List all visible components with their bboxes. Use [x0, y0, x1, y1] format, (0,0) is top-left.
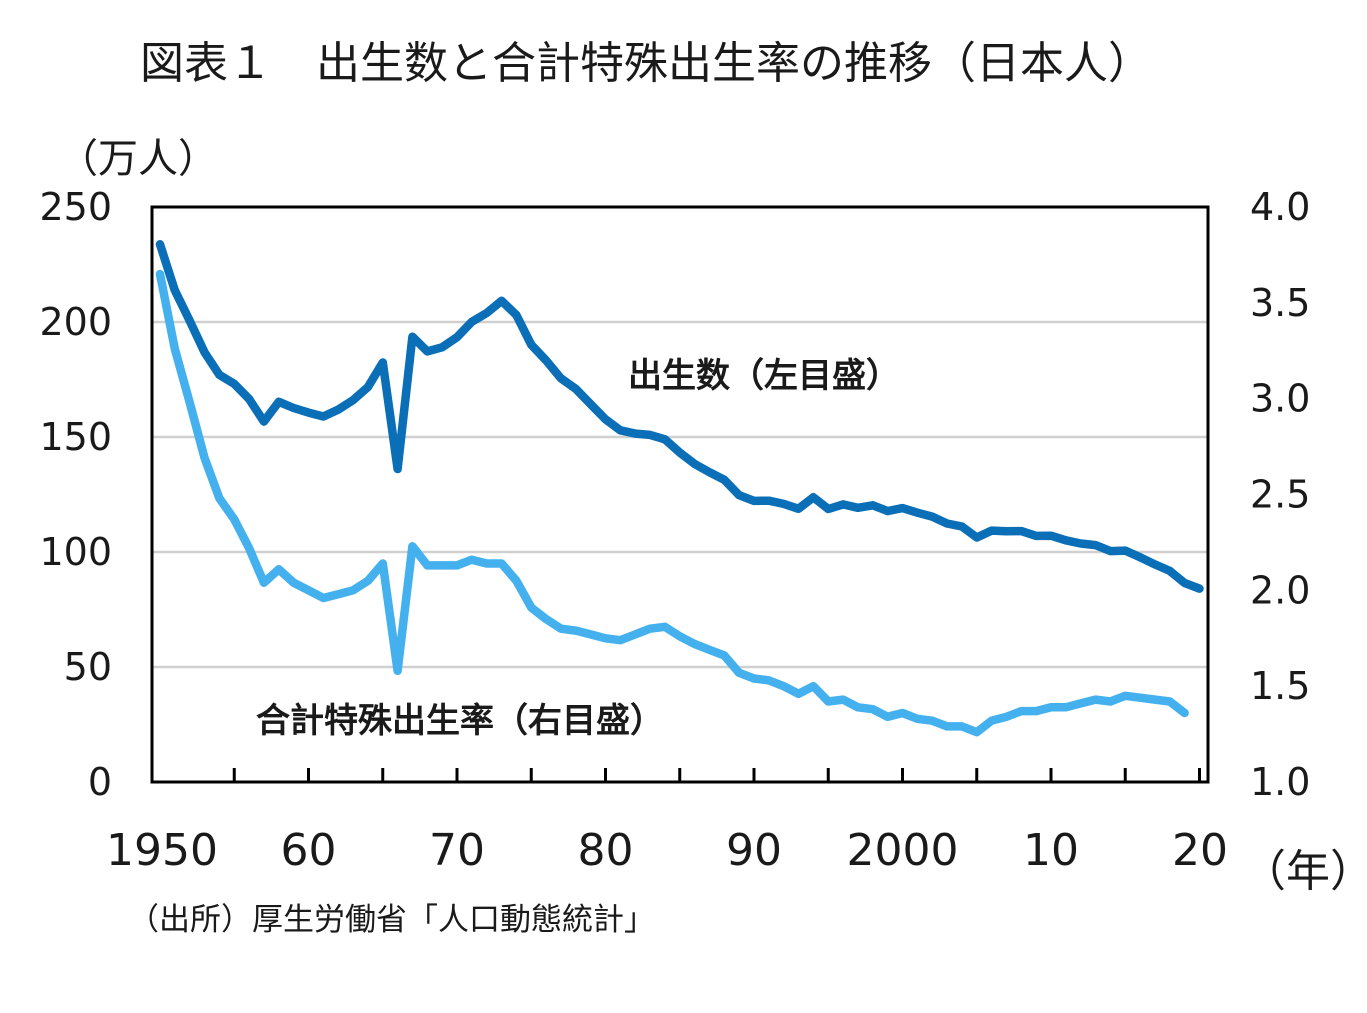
x-tick-label: 20 — [1172, 825, 1228, 876]
births-line — [155, 240, 1204, 593]
series-lines — [155, 240, 1204, 737]
x-tick-label: 80 — [578, 825, 634, 876]
x-axis-unit-label: （年） — [1242, 846, 1367, 897]
chart-title: 図表１ 出生数と合計特殊出生率の推移（日本人） — [140, 38, 1152, 89]
x-tick-label: 10 — [1023, 825, 1079, 876]
source-note: （出所）厚生労働省「人口動態統計」 — [128, 902, 655, 938]
y-left-tick-label: 200 — [39, 300, 112, 344]
y-right-tick-label: 2.5 — [1250, 473, 1310, 517]
y-right-tick-label: 3.0 — [1250, 377, 1310, 421]
x-tick-label: 90 — [726, 825, 782, 876]
y-left-tick-label: 150 — [39, 415, 112, 459]
x-tick-label: 70 — [429, 825, 485, 876]
y-left-tick-label: 0 — [88, 760, 112, 804]
y-right-tick-label: 2.0 — [1250, 568, 1310, 612]
y-right-tick-label: 4.0 — [1250, 185, 1310, 229]
x-tick-label: 60 — [281, 825, 337, 876]
series-label-tfr: 合計特殊出生率（右目盛） — [256, 701, 664, 741]
y-left-unit-label: （万人） — [58, 136, 218, 182]
x-axis-ticks — [232, 768, 1201, 782]
series-label-births: 出生数（左目盛） — [628, 356, 900, 396]
y-right-tick-labels: 1.0 1.5 2.0 2.5 3.0 3.5 4.0 — [1250, 185, 1310, 804]
gridlines — [152, 320, 1208, 669]
x-tick-labels: 1950 60 70 80 90 2000 10 20 — [106, 825, 1228, 876]
y-left-tick-label: 50 — [64, 645, 112, 689]
y-right-tick-label: 1.0 — [1250, 760, 1310, 804]
x-tick-label: 2000 — [847, 825, 959, 876]
plot-frame — [150, 205, 1210, 784]
y-right-tick-label: 1.5 — [1250, 664, 1310, 708]
tfr-line — [155, 269, 1189, 737]
y-left-tick-label: 250 — [39, 185, 112, 229]
y-left-tick-label: 100 — [39, 530, 112, 574]
y-left-tick-labels: 0 50 100 150 200 250 — [39, 185, 112, 804]
y-right-tick-label: 3.5 — [1250, 281, 1310, 325]
x-tick-label: 1950 — [106, 825, 218, 876]
